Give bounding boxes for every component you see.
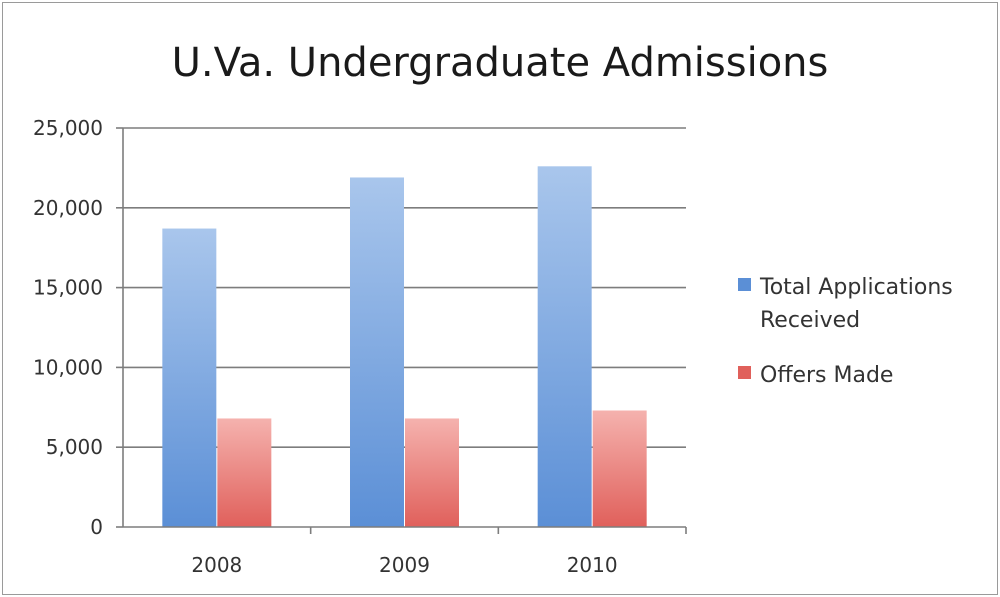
x-tick-label: 2010: [567, 553, 618, 577]
legend-label: Offers Made: [760, 363, 893, 388]
legend: Total Applications Received Offers Made: [738, 275, 953, 388]
legend-swatch: [738, 366, 751, 379]
axes: 0 5,000 10,000 15,000 20,000 25,000 2008 2009 20…: [33, 116, 687, 577]
legend-label: Received: [760, 308, 860, 333]
legend-label: Total Applications: [759, 275, 953, 300]
gridlines: [123, 127, 686, 449]
bar-applications-2008: [162, 228, 217, 527]
y-tick-label: 5,000: [46, 435, 103, 459]
chart-title: U.Va. Undergraduate Admissions: [172, 40, 829, 86]
bars: [162, 166, 647, 527]
bar-applications-2010: [537, 166, 592, 527]
bar-offers-2008: [217, 418, 272, 527]
y-tick-label: 15,000: [33, 276, 103, 300]
y-tick-label: 10,000: [33, 355, 103, 379]
bar-offers-2009: [405, 418, 459, 527]
legend-swatch: [738, 278, 751, 291]
y-tick-label: 25,000: [33, 116, 103, 140]
y-tick-label: 0: [90, 515, 103, 539]
y-tick-label: 20,000: [33, 196, 103, 220]
bar-offers-2010: [592, 410, 647, 527]
x-tick-label: 2008: [191, 553, 242, 577]
x-tick-label: 2009: [379, 553, 430, 577]
bar-applications-2009: [350, 177, 404, 527]
